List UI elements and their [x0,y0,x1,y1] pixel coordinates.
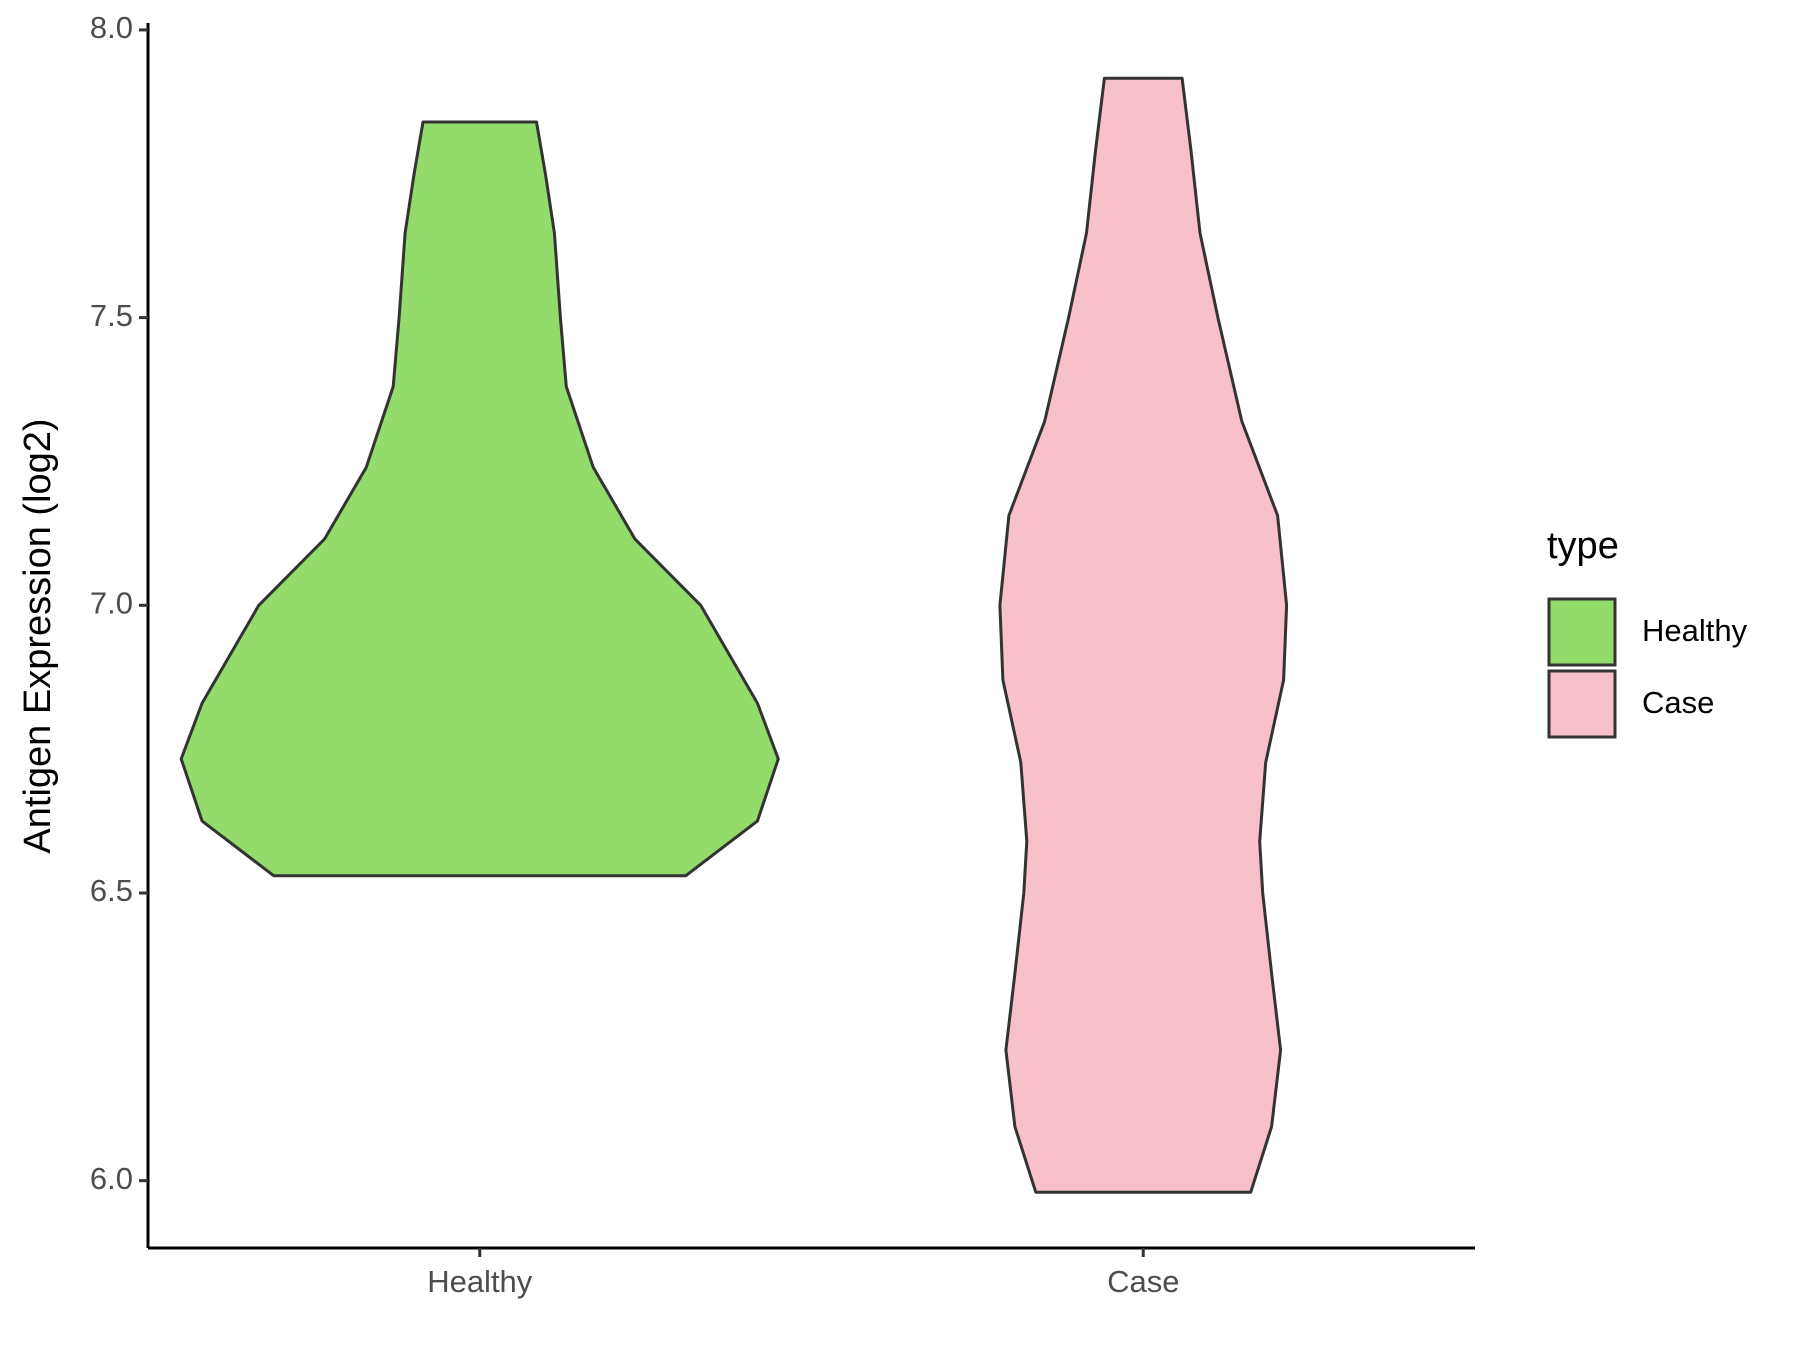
x-tick-label: Healthy [427,1264,533,1299]
y-axis-title: Antigen Expression (log2) [17,418,59,853]
y-tick-label: 8.0 [90,10,133,45]
y-tick-label: 7.0 [90,585,133,620]
y-tick-label: 6.0 [90,1161,133,1196]
legend-key [1547,597,1617,667]
legend-key [1547,669,1617,739]
violin [179,120,780,878]
y-tick-label: 7.5 [90,298,133,333]
violin [998,76,1289,1194]
legend-label: Healthy [1642,613,1748,648]
y-tick-label: 6.5 [90,873,133,908]
legend-label: Case [1642,685,1714,720]
x-tick-label: Case [1107,1264,1179,1299]
legend-title: type [1547,525,1619,567]
